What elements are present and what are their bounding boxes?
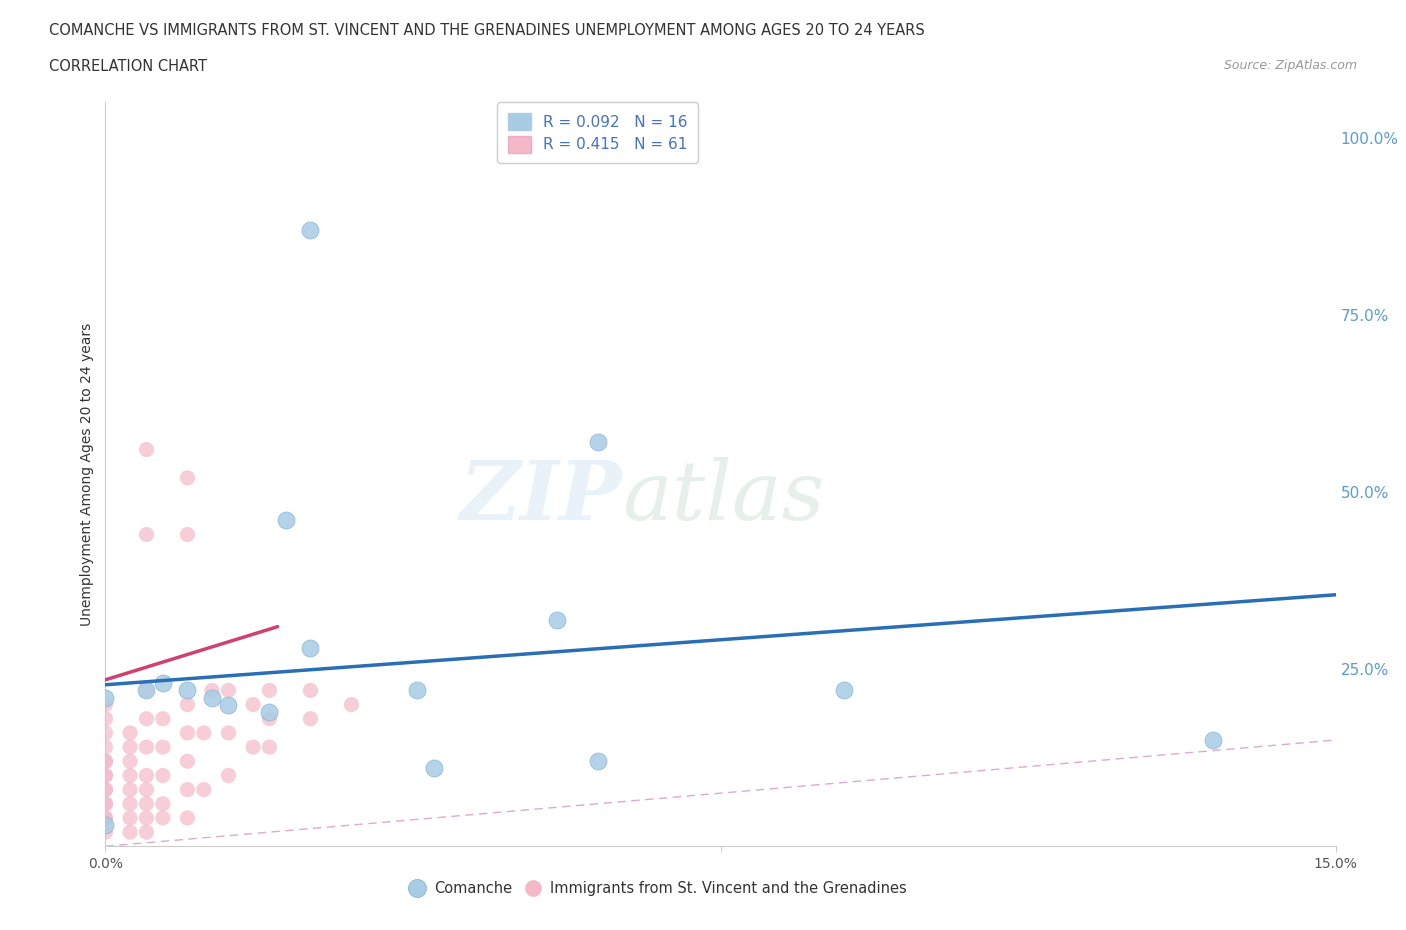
Point (176, 754, 198, 769)
Point (242, 739, 264, 754)
Point (176, 811, 198, 826)
Point (135, 768, 157, 783)
Point (94, 725, 117, 740)
Point (135, 711, 157, 726)
Point (242, 698, 264, 712)
Point (218, 768, 240, 783)
Point (135, 527, 157, 542)
Point (135, 796, 157, 811)
Point (120, 725, 141, 740)
Point (406, 683, 429, 698)
Point (120, 739, 141, 754)
Point (94, 811, 117, 826)
Point (176, 471, 198, 485)
Point (259, 739, 281, 754)
Text: atlas: atlas (621, 457, 824, 537)
Point (94, 754, 117, 769)
Point (152, 768, 174, 783)
Text: CORRELATION CHART: CORRELATION CHART (49, 59, 207, 73)
Point (94, 768, 117, 783)
Point (176, 527, 198, 542)
Point (193, 782, 215, 797)
Point (586, 754, 609, 769)
Point (274, 513, 297, 528)
Point (135, 442, 157, 457)
Point (135, 683, 157, 698)
Point (94, 796, 117, 811)
Point (152, 676, 174, 691)
Point (176, 725, 198, 740)
Point (1202, 733, 1225, 748)
Point (299, 711, 322, 726)
Text: COMANCHE VS IMMIGRANTS FROM ST. VINCENT AND THE GRENADINES UNEMPLOYMENT AMONG AG: COMANCHE VS IMMIGRANTS FROM ST. VINCENT … (49, 23, 925, 38)
Point (152, 711, 174, 726)
Point (340, 698, 363, 712)
Point (299, 222, 322, 237)
Point (120, 768, 141, 783)
Point (94, 739, 117, 754)
Point (120, 825, 141, 840)
Point (218, 725, 240, 740)
Point (152, 811, 174, 826)
Point (259, 704, 281, 719)
Point (120, 811, 141, 826)
Point (94, 817, 117, 832)
Point (152, 739, 174, 754)
Point (94, 825, 117, 840)
Point (94, 690, 117, 705)
Y-axis label: Unemployment Among Ages 20 to 24 years: Unemployment Among Ages 20 to 24 years (80, 323, 94, 626)
Point (120, 796, 141, 811)
Point (94, 796, 117, 811)
Point (832, 683, 855, 698)
Point (120, 782, 141, 797)
Point (94, 754, 117, 769)
Point (259, 683, 281, 698)
Point (135, 811, 157, 826)
Point (135, 782, 157, 797)
Point (94, 698, 117, 712)
Point (299, 641, 322, 656)
Point (176, 698, 198, 712)
Point (120, 754, 141, 769)
Point (94, 782, 117, 797)
Point (201, 690, 224, 705)
Point (422, 761, 444, 776)
Point (176, 782, 198, 797)
Point (94, 711, 117, 726)
Point (135, 683, 157, 698)
Point (94, 768, 117, 783)
Point (218, 683, 240, 698)
Point (546, 612, 568, 627)
Text: ZIP: ZIP (460, 457, 621, 537)
Point (176, 683, 198, 698)
Point (299, 683, 322, 698)
Point (259, 711, 281, 726)
Point (135, 739, 157, 754)
Point (94, 782, 117, 797)
Point (152, 796, 174, 811)
Point (193, 725, 215, 740)
Point (218, 698, 240, 712)
Point (135, 825, 157, 840)
Point (586, 435, 609, 450)
Point (94, 811, 117, 826)
Legend: Comanche, Immigrants from St. Vincent and the Grenadines: Comanche, Immigrants from St. Vincent an… (405, 875, 912, 902)
Point (201, 683, 224, 698)
Text: Source: ZipAtlas.com: Source: ZipAtlas.com (1223, 59, 1357, 72)
